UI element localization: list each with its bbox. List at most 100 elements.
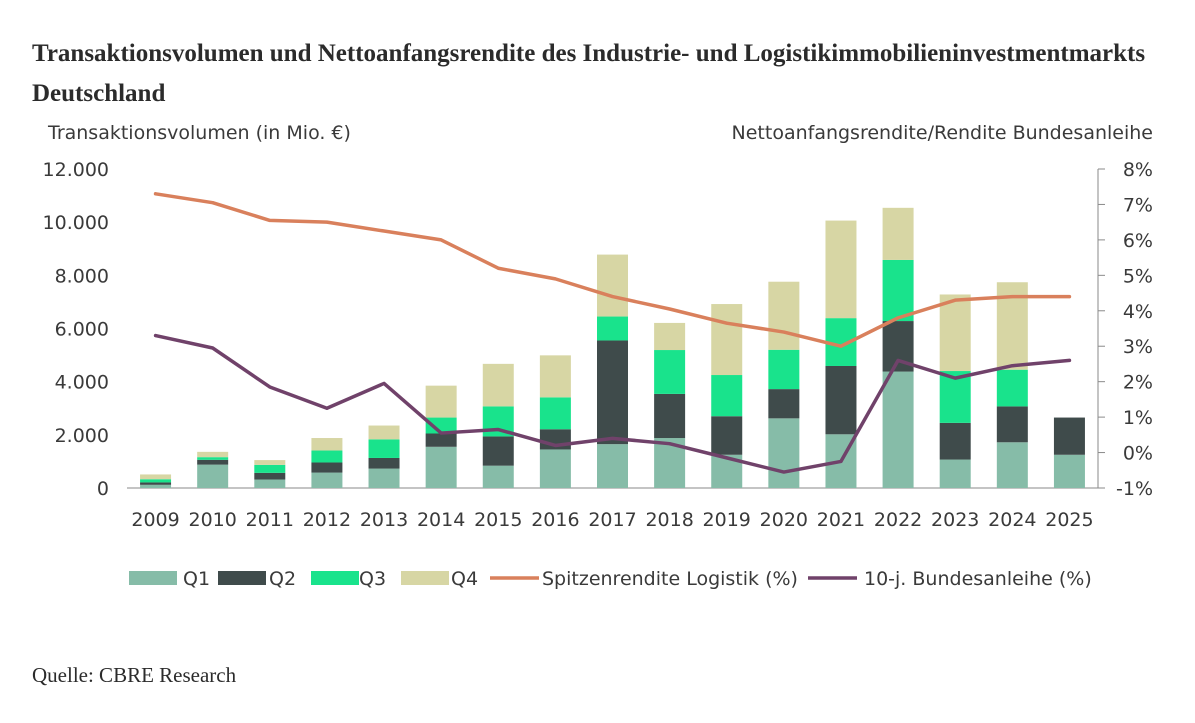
bar-q2-2014 [425, 433, 457, 447]
bar-q1-2015 [482, 465, 514, 488]
bar-q1-2010 [197, 464, 229, 488]
right-tick-label: 4% [1123, 301, 1153, 323]
point-spitzenrendite-2022 [896, 316, 900, 320]
right-tick-label: 6% [1123, 230, 1153, 252]
bar-q3-2022 [882, 259, 914, 322]
point-spitzenrendite-2013 [382, 229, 386, 233]
right-tick-label: 3% [1123, 336, 1153, 358]
right-tick-label: -1% [1116, 478, 1153, 500]
right-tick-label: 1% [1123, 407, 1153, 429]
point-spitzenrendite-2016 [553, 277, 557, 281]
x-tick-label: 2017 [588, 509, 636, 531]
point-spitzenrendite-2011 [268, 218, 272, 222]
point-spitzenrendite-2023 [953, 298, 957, 302]
bar-q4-2018 [654, 322, 686, 351]
bar-q2-2020 [768, 389, 800, 419]
bar-q1-2022 [882, 371, 914, 488]
right-tick-label: 2% [1123, 372, 1153, 394]
left-tick-label: 4.000 [55, 372, 109, 394]
bar-q3-2010 [197, 457, 229, 460]
left-tick-label: 8.000 [55, 265, 109, 287]
point-bundesanleihe-2023 [953, 376, 957, 380]
bar-q2-2025 [1053, 417, 1085, 455]
legend-label-spitzenrendite: Spitzenrendite Logistik (%) [542, 568, 798, 590]
x-tick-label: 2009 [131, 509, 179, 531]
bar-q3-2024 [996, 369, 1028, 407]
bar-q3-2017 [597, 316, 628, 341]
bar-q4-2011 [254, 460, 286, 465]
point-bundesanleihe-2022 [896, 358, 900, 362]
bar-q3-2012 [311, 450, 343, 463]
bar-q2-2012 [311, 462, 343, 473]
point-bundesanleihe-2016 [553, 443, 557, 447]
point-bundesanleihe-2019 [725, 456, 729, 460]
point-bundesanleihe-2024 [1010, 364, 1014, 368]
bar-q2-2024 [996, 406, 1028, 443]
bar-q1-2009 [140, 484, 172, 488]
point-bundesanleihe-2018 [668, 442, 672, 446]
left-tick-label: 0 [97, 478, 109, 500]
point-spitzenrendite-2018 [668, 307, 672, 311]
point-bundesanleihe-2012 [325, 406, 329, 410]
bar-q1-2012 [311, 472, 343, 488]
legend-label-bundesanleihe: 10-j. Bundesanleihe (%) [864, 568, 1092, 590]
right-axis-title: Nettoanfangsrendite/Rendite Bundesanleih… [731, 122, 1153, 144]
bar-q2-2017 [597, 340, 628, 445]
bar-q1-2020 [768, 418, 800, 488]
point-bundesanleihe-2009 [154, 334, 158, 338]
point-spitzenrendite-2014 [439, 238, 443, 242]
bar-q3-2013 [368, 439, 400, 458]
point-bundesanleihe-2014 [439, 431, 443, 435]
bar-q2-2015 [482, 436, 514, 466]
bar-q3-2009 [140, 479, 172, 483]
left-tick-label: 2.000 [55, 425, 109, 447]
point-bundesanleihe-2025 [1067, 358, 1071, 362]
x-tick-label: 2024 [988, 509, 1036, 531]
right-tick-label: 7% [1123, 194, 1153, 216]
x-tick-label: 2010 [188, 509, 236, 531]
bar-q2-2010 [197, 459, 229, 465]
bar-q1-2016 [539, 449, 571, 488]
point-bundesanleihe-2015 [496, 428, 500, 432]
bar-q4-2016 [539, 355, 571, 398]
point-spitzenrendite-2019 [725, 321, 729, 325]
source-note: Quelle: CBRE Research [32, 663, 237, 687]
x-tick-label: 2025 [1045, 509, 1093, 531]
bar-q3-2014 [425, 417, 457, 434]
bar-q1-2011 [254, 479, 286, 488]
bar-q3-2016 [539, 397, 571, 430]
legend-swatch-q3 [311, 571, 359, 585]
right-tick-label: 8% [1123, 159, 1153, 181]
bar-q2-2009 [140, 482, 172, 485]
bar-q1-2017 [597, 444, 628, 488]
legend-label-q2: Q2 [269, 568, 296, 590]
x-tick-label: 2014 [417, 509, 465, 531]
bar-q4-2014 [425, 385, 457, 418]
right-tick-label: 5% [1123, 265, 1153, 287]
bar-q2-2021 [825, 365, 857, 435]
right-tick-label: 0% [1123, 443, 1153, 465]
point-spitzenrendite-2020 [782, 330, 786, 334]
bar-q2-2013 [368, 457, 400, 469]
bar-q2-2018 [654, 393, 686, 439]
point-spitzenrendite-2009 [154, 192, 158, 196]
bar-q2-2019 [711, 416, 743, 455]
bar-q4-2012 [311, 438, 343, 451]
bar-q1-2014 [425, 446, 457, 488]
point-spitzenrendite-2010 [211, 201, 215, 205]
point-bundesanleihe-2020 [782, 470, 786, 474]
x-tick-label: 2012 [303, 509, 351, 531]
bar-q1-2025 [1053, 454, 1085, 488]
point-bundesanleihe-2010 [211, 346, 215, 350]
bar-q1-2013 [368, 468, 400, 488]
bar-q3-2020 [768, 349, 800, 390]
bar-q4-2013 [368, 425, 400, 440]
x-tick-label: 2022 [874, 509, 922, 531]
bar-q1-2024 [996, 442, 1028, 488]
x-tick-label: 2016 [531, 509, 579, 531]
legend-swatch-q4 [401, 571, 449, 585]
x-tick-label: 2011 [246, 509, 294, 531]
x-tick-label: 2023 [931, 509, 979, 531]
bar-q3-2018 [654, 350, 686, 394]
bar-q4-2019 [711, 304, 743, 376]
